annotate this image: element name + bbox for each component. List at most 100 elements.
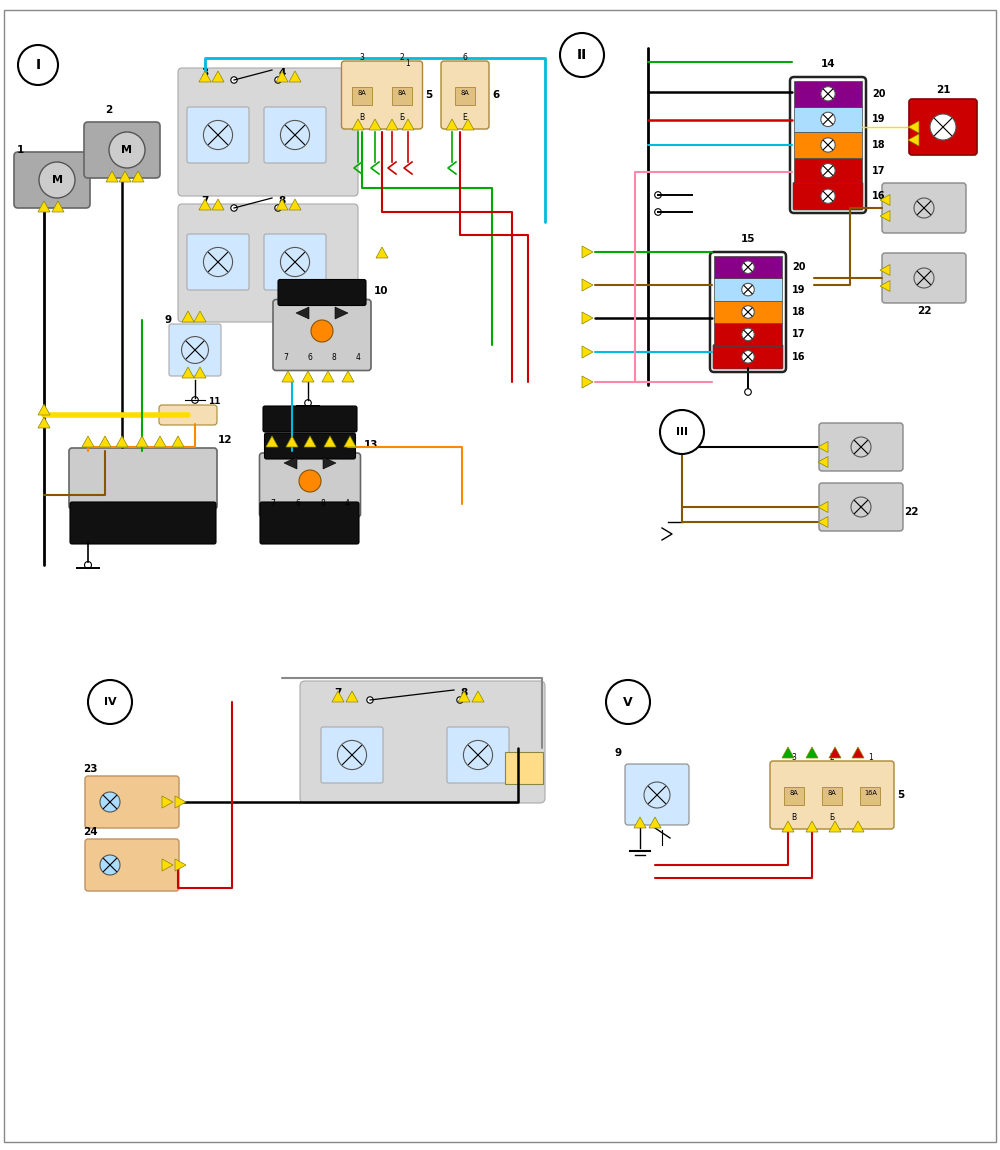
Polygon shape <box>322 371 334 382</box>
Bar <box>714 323 782 346</box>
Text: 15: 15 <box>741 233 755 244</box>
Text: 13: 13 <box>364 440 378 450</box>
Text: Б: Б <box>829 813 835 822</box>
Bar <box>505 752 543 784</box>
Text: 6: 6 <box>308 353 312 361</box>
Polygon shape <box>335 307 348 319</box>
Bar <box>714 256 782 278</box>
Polygon shape <box>175 796 186 808</box>
Polygon shape <box>472 691 484 702</box>
Bar <box>794 107 862 132</box>
FancyBboxPatch shape <box>187 107 249 163</box>
Circle shape <box>821 113 835 126</box>
Circle shape <box>742 261 754 274</box>
FancyBboxPatch shape <box>882 253 966 302</box>
Bar <box>822 787 842 805</box>
Text: 3: 3 <box>201 68 209 78</box>
Bar <box>860 787 880 805</box>
Text: 9: 9 <box>165 315 172 325</box>
Text: 7: 7 <box>334 688 342 698</box>
Circle shape <box>655 208 661 215</box>
FancyBboxPatch shape <box>447 727 509 783</box>
Text: 6: 6 <box>295 499 300 508</box>
Polygon shape <box>175 859 186 871</box>
Polygon shape <box>818 442 828 452</box>
Polygon shape <box>302 371 314 382</box>
Text: В: В <box>791 813 796 822</box>
Polygon shape <box>162 796 173 808</box>
Text: 8: 8 <box>278 196 286 206</box>
Polygon shape <box>806 748 818 758</box>
Polygon shape <box>829 748 841 758</box>
FancyBboxPatch shape <box>300 681 545 803</box>
Polygon shape <box>582 376 593 388</box>
FancyBboxPatch shape <box>178 204 358 322</box>
Circle shape <box>299 470 321 492</box>
Polygon shape <box>106 171 118 182</box>
Polygon shape <box>352 118 364 130</box>
Circle shape <box>280 121 310 150</box>
Polygon shape <box>199 199 211 210</box>
Polygon shape <box>829 821 841 831</box>
Circle shape <box>231 205 237 212</box>
Circle shape <box>275 77 281 83</box>
Polygon shape <box>818 457 828 468</box>
FancyBboxPatch shape <box>178 68 358 196</box>
Text: 5: 5 <box>426 90 433 100</box>
FancyBboxPatch shape <box>909 99 977 155</box>
Text: III: III <box>676 427 688 437</box>
Bar <box>794 132 862 158</box>
Polygon shape <box>286 436 298 447</box>
Polygon shape <box>818 516 828 528</box>
Polygon shape <box>446 118 458 130</box>
Bar <box>714 278 782 301</box>
Text: 5: 5 <box>897 790 904 800</box>
Circle shape <box>231 77 237 83</box>
Circle shape <box>742 328 754 340</box>
Polygon shape <box>582 279 593 291</box>
Polygon shape <box>782 748 794 758</box>
Text: 24: 24 <box>83 827 98 837</box>
Circle shape <box>930 114 956 140</box>
Text: 1: 1 <box>868 753 873 762</box>
FancyBboxPatch shape <box>187 233 249 290</box>
Circle shape <box>821 163 835 178</box>
Polygon shape <box>376 247 388 258</box>
FancyBboxPatch shape <box>273 299 371 370</box>
Circle shape <box>18 45 58 85</box>
FancyBboxPatch shape <box>85 840 179 891</box>
Polygon shape <box>172 436 184 447</box>
Polygon shape <box>99 436 111 447</box>
Polygon shape <box>402 118 414 130</box>
Text: Е: Е <box>463 113 467 122</box>
Text: 11: 11 <box>208 398 220 406</box>
Polygon shape <box>276 199 288 210</box>
Circle shape <box>203 121 233 150</box>
Polygon shape <box>296 307 309 319</box>
Text: 3: 3 <box>791 753 796 762</box>
Text: 7: 7 <box>284 353 288 361</box>
Circle shape <box>821 189 835 204</box>
Polygon shape <box>324 436 336 447</box>
Text: 1: 1 <box>406 59 410 68</box>
Polygon shape <box>880 264 890 276</box>
Text: 18: 18 <box>792 307 806 317</box>
Text: I: I <box>35 58 41 72</box>
Text: 19: 19 <box>792 284 806 294</box>
Text: IV: IV <box>104 697 116 707</box>
Polygon shape <box>634 816 646 828</box>
Polygon shape <box>132 171 144 182</box>
FancyBboxPatch shape <box>264 434 356 459</box>
Text: 3: 3 <box>360 53 364 62</box>
FancyBboxPatch shape <box>882 183 966 233</box>
Circle shape <box>84 561 92 568</box>
Polygon shape <box>462 118 474 130</box>
Text: 16: 16 <box>792 352 806 362</box>
Text: 22: 22 <box>904 507 918 518</box>
Text: 23: 23 <box>83 764 98 774</box>
Text: 10: 10 <box>374 286 388 297</box>
Text: 18: 18 <box>872 140 886 150</box>
Circle shape <box>88 680 132 724</box>
Circle shape <box>851 497 871 518</box>
FancyBboxPatch shape <box>321 727 383 783</box>
